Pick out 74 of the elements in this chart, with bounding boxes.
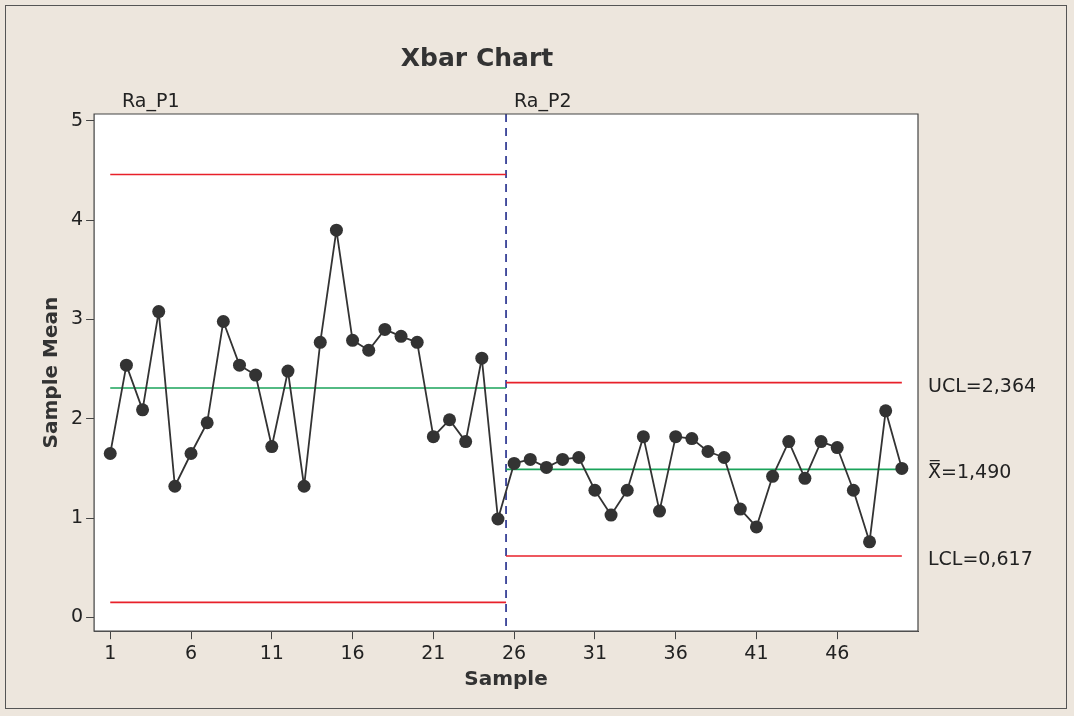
- point: [491, 512, 505, 526]
- x-tick-label: 26: [502, 640, 527, 663]
- point: [863, 535, 877, 549]
- point: [636, 430, 650, 444]
- point: [410, 335, 424, 349]
- series-label: X̿=1,490: [928, 458, 1012, 483]
- point: [216, 314, 230, 328]
- x-tick-label: 1: [104, 640, 117, 663]
- y-tick-label: 0: [70, 604, 84, 627]
- x-tick-label: 16: [340, 640, 365, 663]
- point: [701, 445, 715, 459]
- point: [782, 435, 796, 449]
- point: [362, 343, 376, 357]
- point: [669, 430, 683, 444]
- y-tick-label: 5: [70, 107, 84, 130]
- point: [475, 351, 489, 365]
- series-label: UCL=2,364: [928, 373, 1037, 396]
- point: [184, 447, 198, 461]
- point: [539, 460, 553, 474]
- point: [265, 440, 279, 454]
- point: [604, 508, 618, 522]
- point: [588, 483, 602, 497]
- point: [378, 322, 392, 336]
- point: [766, 469, 780, 483]
- chart-title: Xbar Chart: [400, 42, 554, 72]
- x-tick-label: 46: [825, 640, 850, 663]
- point: [136, 403, 150, 417]
- point: [523, 452, 537, 466]
- x-axis-title: Sample: [464, 666, 548, 691]
- point: [459, 435, 473, 449]
- point: [814, 435, 828, 449]
- point: [846, 483, 860, 497]
- x-tick-label: 36: [663, 640, 688, 663]
- point: [426, 430, 440, 444]
- point: [168, 479, 182, 493]
- series-label: LCL=0,617: [928, 546, 1033, 569]
- y-tick-label: 1: [70, 504, 84, 527]
- x-tick-label: 21: [421, 640, 446, 663]
- point: [733, 502, 747, 516]
- point: [620, 483, 634, 497]
- point: [556, 452, 570, 466]
- point: [200, 416, 214, 430]
- x-tick-label: 41: [744, 640, 769, 663]
- text: Ra_P2: [514, 89, 572, 113]
- point: [879, 404, 893, 418]
- point: [297, 479, 311, 493]
- point: [394, 329, 408, 343]
- point: [798, 471, 812, 485]
- point: [281, 364, 295, 378]
- point: [103, 447, 117, 461]
- x-tick-label: 6: [184, 640, 198, 663]
- point: [685, 432, 699, 446]
- point: [346, 333, 360, 347]
- y-axis-title: Sample Mean: [38, 296, 63, 449]
- point: [443, 413, 456, 427]
- point: [830, 441, 844, 455]
- point: [152, 305, 166, 319]
- point: [653, 504, 667, 518]
- point: [895, 461, 909, 475]
- text: Ra_P1: [122, 89, 180, 113]
- y-tick-label: 4: [70, 207, 84, 230]
- point: [572, 450, 586, 464]
- point: [232, 358, 246, 372]
- y-tick-label: 2: [70, 405, 84, 428]
- point: [507, 456, 521, 470]
- y-tick-label: 3: [70, 306, 84, 329]
- x-tick-label: 31: [582, 640, 607, 663]
- point: [329, 223, 343, 237]
- point: [249, 368, 263, 382]
- point: [717, 450, 731, 464]
- x-tick-label: 11: [259, 640, 284, 663]
- point: [313, 335, 327, 349]
- point: [749, 520, 763, 534]
- point: [119, 358, 133, 372]
